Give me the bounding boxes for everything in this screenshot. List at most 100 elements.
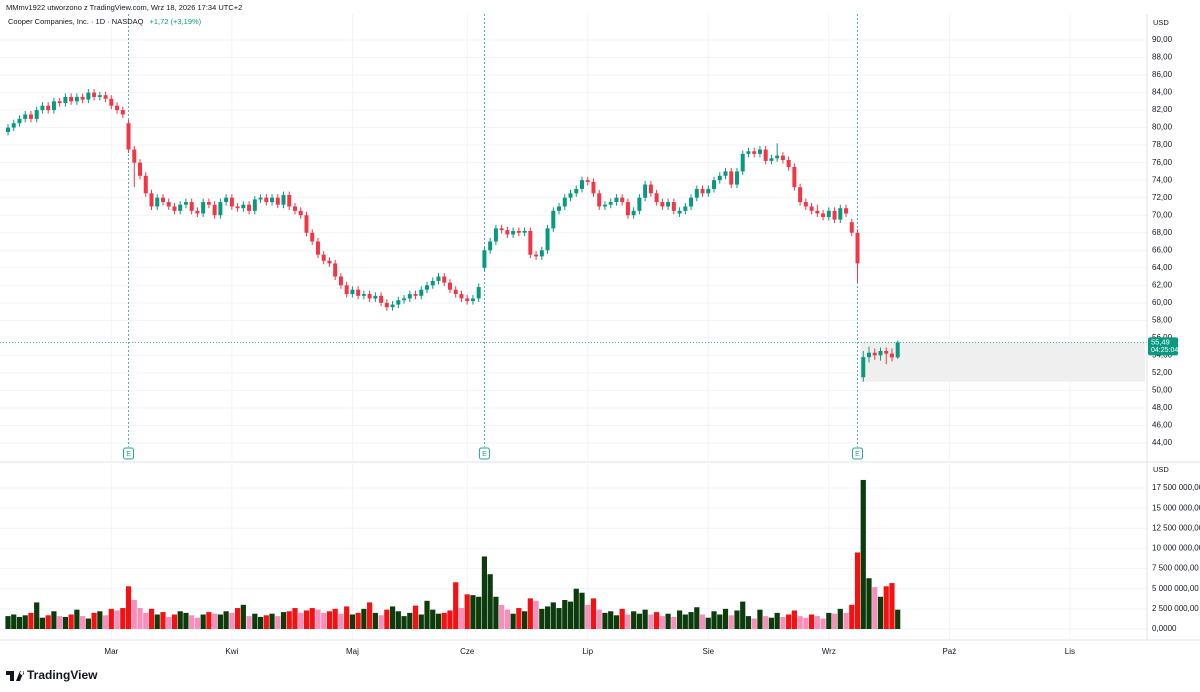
credit: MMmv1922 utworzono z TradingView.com, Wr… bbox=[6, 3, 242, 12]
candle-body bbox=[275, 197, 280, 205]
candle-body bbox=[551, 210, 556, 229]
volume-bar bbox=[654, 612, 660, 629]
candle-body bbox=[522, 230, 527, 233]
v-tick-label: 15 000 000,00 bbox=[1152, 503, 1200, 512]
volume-currency: USD bbox=[1153, 465, 1169, 474]
y-tick-label: 76,00 bbox=[1152, 158, 1173, 167]
candle-body bbox=[379, 295, 384, 303]
y-tick-label: 44,00 bbox=[1152, 438, 1173, 447]
y-tick-label: 66,00 bbox=[1152, 245, 1173, 254]
volume-bar bbox=[768, 617, 775, 629]
volume-bar bbox=[125, 586, 132, 629]
volume-bar bbox=[11, 614, 17, 629]
volume-bar bbox=[22, 615, 28, 629]
volume-bar bbox=[275, 616, 281, 629]
currency: USD bbox=[1153, 18, 1169, 27]
candle-body bbox=[683, 206, 688, 211]
candle-body bbox=[878, 351, 883, 356]
candle-body bbox=[568, 193, 573, 198]
y-tick-label: 48,00 bbox=[1152, 403, 1173, 412]
plot: Mar Kwi Maj Cze Lip Sie Wrz Paź Lis 44,00 46,00 48,… bbox=[0, 14, 1200, 656]
volume-bar bbox=[774, 612, 780, 629]
candle-body bbox=[631, 210, 636, 216]
candle-body bbox=[643, 184, 648, 198]
volume-bar bbox=[447, 610, 453, 629]
candle-body bbox=[189, 202, 194, 211]
candle-body bbox=[689, 197, 694, 207]
volume-bar bbox=[269, 613, 275, 629]
volume-bar bbox=[636, 613, 642, 629]
candle-body bbox=[252, 199, 257, 211]
candle-body bbox=[407, 294, 412, 299]
earnings-badge bbox=[852, 447, 864, 460]
earnings-badge bbox=[478, 447, 490, 460]
candle-body bbox=[120, 110, 125, 115]
candle-body bbox=[769, 158, 774, 161]
candle-body bbox=[6, 127, 10, 132]
candle-body bbox=[92, 92, 97, 97]
volume-bar bbox=[757, 609, 763, 629]
volume-bar bbox=[895, 609, 901, 629]
volume-bar bbox=[722, 608, 729, 629]
volume-bar bbox=[246, 616, 252, 629]
volume-bar bbox=[326, 611, 333, 629]
volume-bar bbox=[200, 614, 206, 629]
candle-body bbox=[534, 254, 539, 257]
volume-bar bbox=[631, 611, 637, 629]
v-tick-label: 12 500 000,00 bbox=[1152, 523, 1200, 532]
volume-bar bbox=[212, 613, 218, 629]
candle-body bbox=[264, 197, 269, 203]
candle-body bbox=[224, 197, 229, 203]
volume-bar bbox=[68, 614, 74, 629]
volume-bar bbox=[613, 615, 620, 629]
volume-bar bbox=[160, 612, 166, 629]
volume-bar bbox=[803, 617, 809, 629]
volume-bar bbox=[470, 595, 476, 629]
candle-body bbox=[132, 149, 137, 163]
y-tick-label: 60,00 bbox=[1152, 298, 1173, 307]
last-price-label: 55,49 bbox=[1151, 337, 1170, 346]
volume-bar bbox=[694, 607, 700, 629]
candle-body bbox=[63, 96, 68, 104]
volume-bar bbox=[499, 604, 505, 629]
candle-body bbox=[356, 289, 361, 296]
candle-body bbox=[712, 180, 717, 189]
x-tick-label: Wrz bbox=[822, 647, 836, 656]
candle-body bbox=[493, 228, 498, 242]
volume-bar bbox=[97, 611, 103, 629]
candle-body bbox=[574, 188, 579, 194]
volume-bar bbox=[510, 613, 516, 629]
volume-bar bbox=[659, 616, 665, 629]
candle-body bbox=[597, 193, 602, 207]
candle-body bbox=[390, 304, 395, 308]
candle-body bbox=[803, 202, 808, 207]
candle-body bbox=[344, 285, 349, 295]
candle-body bbox=[821, 213, 826, 217]
earnings-label: E bbox=[126, 451, 131, 458]
candle-body bbox=[74, 96, 79, 102]
candle-body bbox=[138, 162, 143, 176]
volume-bar bbox=[395, 611, 401, 629]
volume-bar bbox=[854, 552, 861, 629]
volume-bar bbox=[183, 612, 189, 629]
candle-body bbox=[614, 197, 619, 203]
volume-bar bbox=[504, 609, 510, 629]
candle-body bbox=[694, 188, 699, 198]
volume-bar bbox=[820, 618, 826, 629]
candle-body bbox=[470, 298, 475, 302]
volume-bar bbox=[619, 608, 625, 629]
candle-body bbox=[80, 96, 85, 100]
volume-bar bbox=[372, 612, 378, 629]
candle-body bbox=[516, 230, 521, 233]
candle-body bbox=[384, 302, 389, 308]
volume-bar bbox=[516, 608, 522, 629]
volume-bar bbox=[292, 608, 298, 629]
y-tick-label: 52,00 bbox=[1152, 368, 1173, 377]
volume-bar bbox=[527, 598, 533, 629]
candle-body bbox=[545, 228, 550, 251]
candle-body bbox=[350, 289, 355, 295]
volume-bar bbox=[223, 611, 229, 629]
y-tick-label: 84,00 bbox=[1152, 88, 1173, 97]
volume-bar bbox=[418, 614, 424, 629]
volume-bar bbox=[424, 600, 430, 629]
